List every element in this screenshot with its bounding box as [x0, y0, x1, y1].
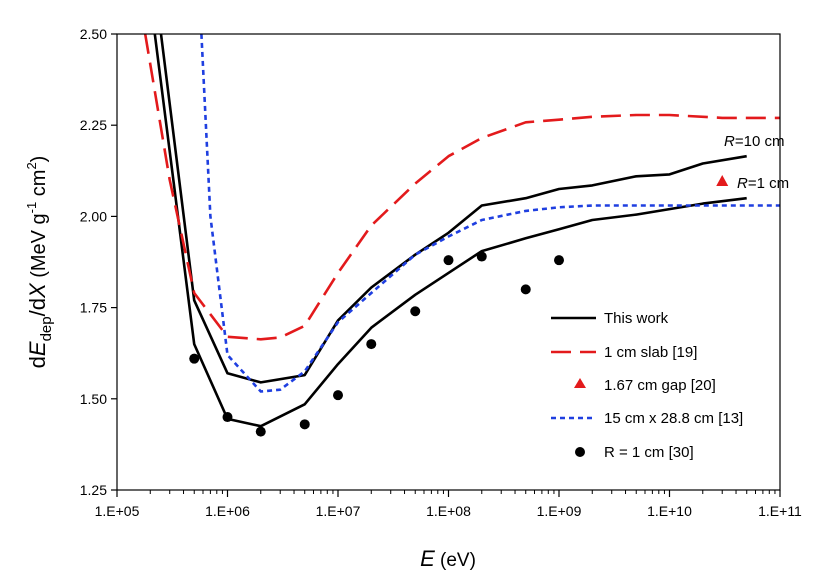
series-layer — [143, 34, 780, 428]
data-point-r1cm — [476, 251, 487, 262]
annotation-r1-triangle — [716, 175, 729, 187]
x-tick-label: 1.E+07 — [316, 503, 361, 519]
data-point-r1cm — [255, 426, 266, 437]
data-point-r1cm — [443, 255, 454, 266]
legend-swatch-r1cm — [575, 447, 585, 457]
data-point-r1cm — [410, 306, 421, 317]
series-line-1 — [153, 34, 747, 428]
series-line-2 — [143, 34, 780, 341]
x-tick-label: 1.E+05 — [95, 503, 140, 519]
annotation-r1: R=1 cm — [737, 175, 789, 192]
x-tick-label: 1.E+08 — [426, 503, 471, 519]
tick-layer: 1.E+05 1.E+06 1.E+07 1.E+08 1.E+09 1.E+10 1.E+… — [80, 26, 802, 519]
series-line-3 — [200, 34, 780, 393]
y-tick-label: 1.50 — [80, 391, 107, 407]
series-line-0 — [159, 34, 747, 384]
legend-label-gap: 1.67 cm gap [20] — [604, 377, 716, 394]
data-point-r1cm — [333, 390, 343, 401]
y-tick-label: 1.75 — [80, 300, 107, 316]
legend-swatch-gap — [574, 378, 586, 388]
legend-label-r1cm: R = 1 cm [30] — [604, 444, 694, 461]
y-axis-title: dEdep/dX (MeV g-1 cm2) — [24, 156, 55, 369]
y-tick-label: 2.25 — [80, 117, 107, 133]
data-point-r1cm — [189, 353, 200, 364]
x-tick-label: 1.E+10 — [647, 503, 692, 519]
legend-label-slab: 1 cm slab [19] — [604, 344, 697, 361]
data-point-r1cm — [520, 284, 531, 295]
data-point-r1cm — [299, 419, 310, 430]
legend-label-this-work: This work — [604, 310, 669, 327]
legend: This work 1 cm slab [19] 1.67 cm gap [20… — [551, 310, 743, 461]
y-tick-label: 2.00 — [80, 208, 107, 224]
marker-layer — [189, 251, 564, 437]
x-axis-title: E (eV) — [420, 546, 476, 571]
data-point-r1cm — [222, 412, 233, 423]
legend-label-15cm: 15 cm x 28.8 cm [13] — [604, 410, 743, 427]
data-point-r1cm — [366, 339, 377, 350]
y-tick-label: 2.50 — [80, 26, 107, 42]
data-point-r1cm — [554, 255, 564, 266]
y-tick-label: 1.25 — [80, 482, 107, 498]
annotation-r10: R=10 cm — [724, 133, 784, 150]
x-tick-label: 1.E+06 — [205, 503, 250, 519]
x-tick-label: 1.E+11 — [758, 503, 802, 519]
x-tick-label: 1.E+09 — [537, 503, 582, 519]
